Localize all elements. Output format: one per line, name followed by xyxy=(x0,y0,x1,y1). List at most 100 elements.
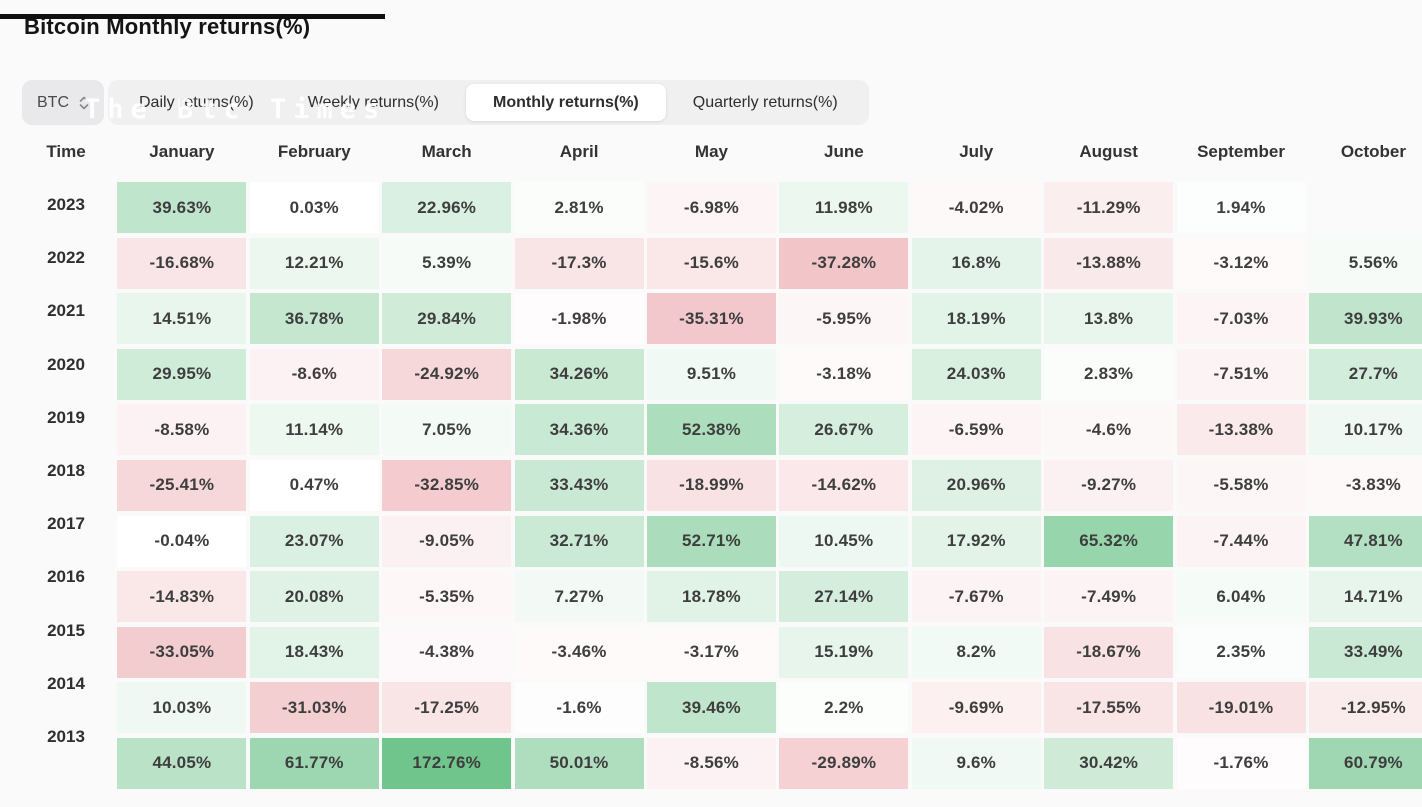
return-cell: -24.92% xyxy=(382,348,512,400)
tab-daily-returns[interactable]: Daily returns(%) xyxy=(139,93,254,111)
return-cell: -7.67% xyxy=(911,571,1041,623)
table-header-row: Time January February March April May June Jul… xyxy=(0,131,1422,173)
return-cell: -9.27% xyxy=(1044,459,1174,511)
return-cell: 18.78% xyxy=(646,571,776,623)
return-cell: -0.04% xyxy=(117,515,247,567)
return-cell: -6.59% xyxy=(911,404,1041,456)
return-cell: -6.98% xyxy=(646,182,776,233)
table-row: 29.95% -8.6% -24.92% 34.26% 9.51% -3.18% 24.03… xyxy=(0,348,1422,400)
return-cell: 2.83% xyxy=(1044,348,1174,400)
return-cell: 2.2% xyxy=(779,682,909,734)
return-cell: 14.51% xyxy=(117,293,247,345)
return-cell: -4.02% xyxy=(911,182,1041,233)
return-cell: 39.63% xyxy=(117,182,247,233)
column-header-month: February xyxy=(277,142,351,161)
return-cell: 32.71% xyxy=(514,515,644,567)
return-cell: -3.83% xyxy=(1308,459,1422,511)
return-cell: -5.35% xyxy=(382,571,512,623)
return-cell: -16.68% xyxy=(117,237,247,289)
row-year-label: 2016 xyxy=(47,567,85,587)
return-cell: 9.6% xyxy=(911,737,1041,789)
return-cell: -7.44% xyxy=(1176,515,1306,567)
return-cell: 30.42% xyxy=(1044,737,1174,789)
return-cell: -33.05% xyxy=(117,626,247,678)
tab-quarterly-returns[interactable]: Quarterly returns(%) xyxy=(692,93,838,111)
updown-chevron-icon xyxy=(79,96,89,110)
return-cell: 13.8% xyxy=(1044,293,1174,345)
return-cell: -3.17% xyxy=(646,626,776,678)
return-cell: 27.7% xyxy=(1308,348,1422,400)
return-cell: 26.67% xyxy=(779,404,909,456)
return-cell: 34.36% xyxy=(514,404,644,456)
return-cell: 11.98% xyxy=(779,182,909,233)
return-cell: -32.85% xyxy=(382,459,512,511)
return-cell: 22.96% xyxy=(382,182,512,233)
return-cell: 36.78% xyxy=(249,293,379,345)
column-header-month: June xyxy=(824,142,864,161)
return-cell: 33.43% xyxy=(514,459,644,511)
return-cell: 15.19% xyxy=(779,626,909,678)
return-cell: 10.17% xyxy=(1308,404,1422,456)
column-header-month: August xyxy=(1079,142,1138,161)
return-cell: -7.03% xyxy=(1176,293,1306,345)
return-cell: -18.99% xyxy=(646,459,776,511)
row-year-label: 2017 xyxy=(47,514,85,534)
return-cell: -25.41% xyxy=(117,459,247,511)
return-cell: 20.08% xyxy=(249,571,379,623)
row-year-label: 2019 xyxy=(47,407,85,427)
return-cell: -13.38% xyxy=(1176,404,1306,456)
asset-selector[interactable]: BTC xyxy=(22,80,104,125)
return-cell: 50.01% xyxy=(514,737,644,789)
return-cell: 14.71% xyxy=(1308,571,1422,623)
row-year-label: 2015 xyxy=(47,620,85,640)
return-cell: -15.6% xyxy=(646,237,776,289)
return-cell: -4.6% xyxy=(1044,404,1174,456)
return-cell: 39.93% xyxy=(1308,293,1422,345)
return-cell: -17.55% xyxy=(1044,682,1174,734)
tab-monthly-returns[interactable]: Monthly returns(%) xyxy=(465,84,666,121)
return-cell: 18.19% xyxy=(911,293,1041,345)
return-cell: 10.03% xyxy=(117,682,247,734)
return-cell: 52.38% xyxy=(646,404,776,456)
return-cell: -29.89% xyxy=(779,737,909,789)
return-cell: 16.8% xyxy=(911,237,1041,289)
tab-weekly-returns[interactable]: Weekly returns(%) xyxy=(307,93,439,111)
return-cell: 34.26% xyxy=(514,348,644,400)
return-cell: -3.12% xyxy=(1176,237,1306,289)
return-cell: 17.92% xyxy=(911,515,1041,567)
table-row: -25.41% 0.47% -32.85% 33.43% -18.99% -14.62% 2… xyxy=(0,459,1422,511)
return-cell: 52.71% xyxy=(646,515,776,567)
table-row: -0.04% 23.07% -9.05% 32.71% 52.71% 10.45% 17.9… xyxy=(0,515,1422,567)
return-cell: 18.43% xyxy=(249,626,379,678)
return-cell: 65.32% xyxy=(1044,515,1174,567)
asset-selector-label: BTC xyxy=(37,93,69,111)
column-header-month: May xyxy=(694,142,728,161)
return-cell: 27.14% xyxy=(779,571,909,623)
return-cell: 0.47% xyxy=(249,459,379,511)
toolbar: BTC Daily returns(%) Weekly returns(%) M… xyxy=(22,80,869,125)
return-cell: 5.56% xyxy=(1308,237,1422,289)
return-cell: -7.49% xyxy=(1044,571,1174,623)
return-cell: -9.05% xyxy=(382,515,512,567)
row-year-label: 2014 xyxy=(47,673,85,693)
return-cell: -7.51% xyxy=(1176,348,1306,400)
return-cell: 20.96% xyxy=(911,459,1041,511)
return-cell: 2.35% xyxy=(1176,626,1306,678)
column-header-month: October xyxy=(1340,142,1406,161)
return-cell: -4.38% xyxy=(382,626,512,678)
table-row: -16.68% 12.21% 5.39% -17.3% -15.6% -37.28% 16.… xyxy=(0,237,1422,289)
return-cell: -31.03% xyxy=(249,682,379,734)
returns-period-tabbar: Daily returns(%) Weekly returns(%) Month… xyxy=(108,80,869,125)
return-cell: -19.01% xyxy=(1176,682,1306,734)
return-cell: -8.6% xyxy=(249,348,379,400)
return-cell: -13.88% xyxy=(1044,237,1174,289)
row-year-label: 2020 xyxy=(47,354,85,374)
row-year-label: 2013 xyxy=(47,727,85,746)
return-cell: 10.45% xyxy=(779,515,909,567)
return-cell: 1.94% xyxy=(1176,182,1306,233)
table-row: -33.05% 18.43% -4.38% -3.46% -3.17% 15.19% 8.2… xyxy=(0,626,1422,678)
return-cell: 29.95% xyxy=(117,348,247,400)
return-cell: -9.69% xyxy=(911,682,1041,734)
return-cell xyxy=(1309,182,1422,233)
return-cell: -5.58% xyxy=(1176,459,1306,511)
